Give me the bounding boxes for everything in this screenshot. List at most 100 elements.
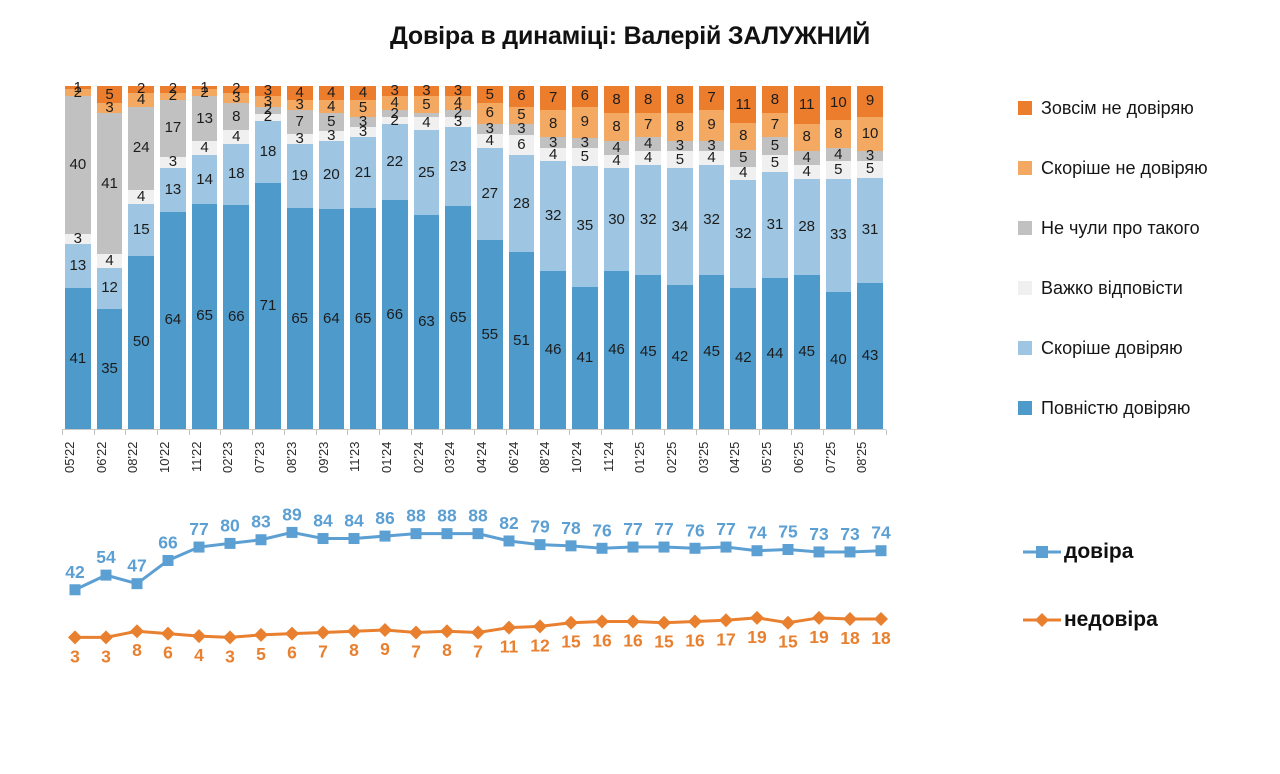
line-value-label: 7 — [411, 641, 421, 661]
bar-segment — [635, 164, 662, 275]
line-value-label: 4 — [194, 645, 204, 665]
line-value-label: 6 — [287, 643, 297, 663]
bar — [698, 86, 725, 429]
bar-segment — [445, 86, 471, 97]
bar-segment — [318, 99, 345, 114]
bar — [381, 86, 408, 429]
bar-column: 40 33 5 4 8 10 — [823, 86, 855, 429]
legend-swatch-blue — [1018, 401, 1032, 415]
bar-segment — [540, 137, 566, 148]
square-marker — [720, 541, 732, 553]
line-value-label: 76 — [685, 520, 705, 540]
bar-segment — [476, 123, 503, 135]
legend-item-nedovira: недовіра — [1022, 608, 1158, 632]
axis-label: 06'24 — [505, 441, 521, 473]
bar — [350, 86, 376, 429]
line-legend: довіра недовіра — [1022, 540, 1158, 676]
bar-segment — [350, 116, 376, 127]
nedovira-line-marker-icon — [1023, 613, 1061, 627]
bar-column: 65 14 4 13 2 1 — [189, 79, 221, 429]
bar-segment — [540, 110, 566, 138]
bar-segment — [572, 106, 598, 138]
bar-segment — [413, 116, 440, 131]
bar-segment — [635, 86, 662, 114]
axis-label: 07'25 — [822, 441, 838, 473]
bar-segment — [96, 308, 123, 429]
bar-segment — [540, 147, 566, 162]
legend-label: Повністю довіряю — [1041, 397, 1191, 418]
line-value-label: 78 — [561, 518, 581, 538]
bar-segment — [160, 99, 186, 158]
bar-column: 63 25 4 5 3 — [411, 83, 443, 429]
axis-tick — [315, 430, 317, 435]
diamond-marker — [440, 624, 454, 639]
legend-swatch-gray — [1018, 221, 1032, 235]
line-value-label: 66 — [158, 532, 178, 552]
diamond-marker — [161, 626, 175, 641]
square-marker — [658, 541, 670, 553]
bar-segment — [476, 147, 503, 241]
line-value-label: 15 — [654, 632, 674, 652]
bar-segment — [381, 110, 408, 118]
diamond-marker — [99, 630, 113, 645]
axis-tick — [727, 430, 729, 435]
bar-segment — [698, 110, 725, 141]
diamond-marker — [595, 614, 609, 629]
axis-tick — [600, 430, 602, 435]
square-marker — [69, 584, 81, 596]
bar-segment — [318, 130, 345, 141]
legend-swatch-light-blue — [1018, 341, 1032, 355]
bar-segment — [160, 157, 186, 168]
square-marker — [627, 541, 639, 553]
line-value-label: 73 — [809, 524, 829, 544]
bar-segment — [698, 140, 725, 152]
bar-segment — [572, 286, 598, 429]
line-value-label: 84 — [313, 511, 333, 531]
line-value-label: 83 — [251, 512, 271, 532]
diamond-marker — [130, 624, 144, 639]
bar-segment — [572, 148, 598, 166]
axis-label: 01'25 — [632, 441, 648, 473]
bar — [635, 86, 662, 429]
diamond-marker — [781, 615, 795, 630]
bar — [96, 86, 123, 429]
bar-segment — [160, 92, 186, 100]
legend-label: довіра — [1064, 540, 1134, 563]
bar-segment — [857, 116, 883, 151]
square-marker — [689, 542, 701, 554]
bar-segment — [445, 116, 471, 128]
bar-segment — [667, 86, 693, 114]
square-marker — [162, 554, 174, 566]
bar-segment — [65, 233, 91, 244]
bar-column: 43 31 5 3 10 9 — [854, 86, 886, 429]
bar — [857, 86, 883, 429]
axis-label: 10'24 — [569, 441, 584, 473]
bar — [540, 86, 566, 429]
legend-label: недовіра — [1064, 608, 1158, 631]
bar-segment — [286, 109, 313, 134]
bar-segment — [540, 86, 566, 111]
square-marker — [441, 528, 453, 540]
bar-segment — [65, 86, 91, 90]
axis-label: 03'24 — [442, 441, 458, 473]
bar-segment — [255, 183, 281, 429]
square-marker — [131, 578, 143, 590]
diamond-marker — [347, 624, 361, 639]
bar-segment — [603, 140, 630, 155]
axis-tick — [347, 430, 349, 435]
diamond-marker — [843, 612, 857, 627]
bar-segment — [350, 86, 376, 100]
bar-column: 42 32 4 5 8 11 — [727, 86, 759, 429]
square-marker — [751, 545, 763, 557]
bar-segment — [96, 254, 123, 268]
bar-segment — [128, 86, 155, 93]
axis-tick — [125, 430, 127, 435]
line-value-label: 19 — [747, 627, 767, 647]
bar-segment — [825, 291, 852, 429]
bar-segment — [381, 200, 408, 429]
square-marker — [596, 542, 608, 554]
axis-tick — [790, 430, 792, 435]
bar-segment — [793, 123, 820, 152]
axis-tick — [442, 430, 444, 435]
line-value-label: 6 — [163, 643, 173, 663]
